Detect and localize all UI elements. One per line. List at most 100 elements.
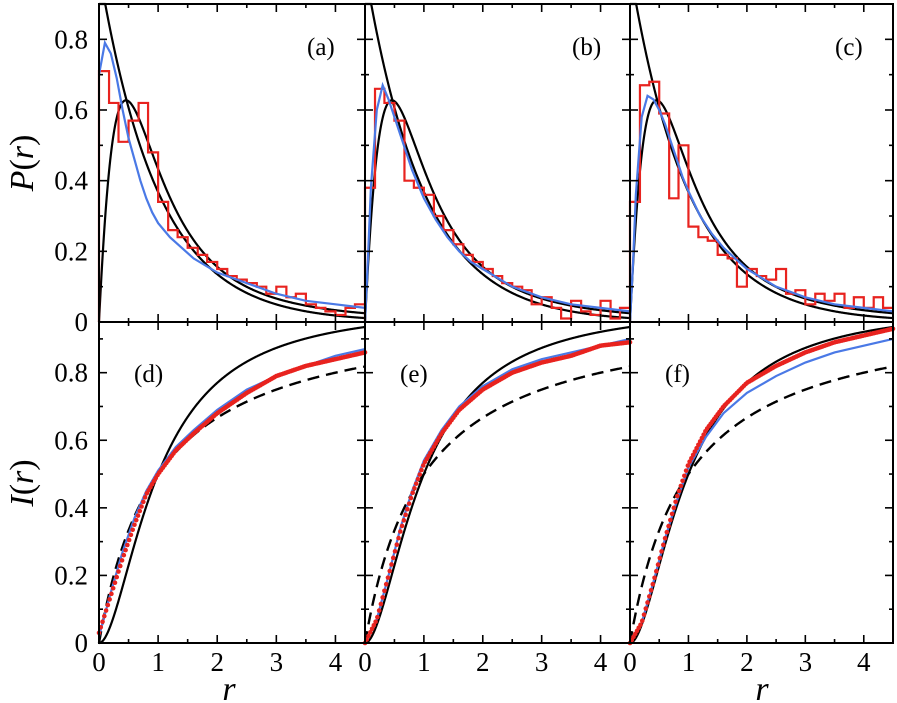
data-point [410, 490, 416, 496]
data-point [107, 597, 112, 602]
data-point [390, 555, 396, 561]
data-point [687, 459, 692, 464]
data-point [405, 506, 410, 512]
goe-integrated-curve [364, 325, 631, 645]
panel-b [363, 2, 631, 323]
y-axis-title: P(r) [4, 135, 41, 193]
integrated-red-points [627, 326, 896, 646]
x-tick-label: 3 [270, 647, 284, 677]
x-tick-label: 1 [151, 647, 165, 677]
data-point [375, 614, 380, 620]
integrated-red-points [362, 339, 633, 646]
y-axis-paren-close: ) [4, 459, 41, 470]
panel-c [628, 2, 894, 323]
x-tick-label: 2 [476, 647, 490, 677]
data-point [394, 542, 400, 547]
y-tick-label: 0.6 [54, 425, 88, 455]
data-point [671, 505, 677, 511]
integrated-blue-curve [97, 347, 366, 637]
y-tick-label: 0 [75, 307, 89, 337]
x-tick-label: 3 [799, 647, 813, 677]
data-point [421, 463, 426, 468]
x-tick-label: 2 [740, 647, 754, 677]
data-point [119, 558, 125, 563]
data-point [683, 468, 689, 473]
data-point [396, 535, 401, 541]
data-point [382, 588, 387, 594]
data-point [692, 449, 698, 454]
data-point [116, 569, 121, 574]
data-point [412, 485, 417, 491]
y-tick-label: 0.2 [54, 236, 88, 266]
data-point [694, 445, 699, 451]
histogram-blue [628, 94, 894, 323]
data-point [676, 488, 682, 494]
data-point [366, 633, 371, 639]
panel-label: (c) [835, 34, 863, 61]
data-point [680, 478, 685, 484]
poisson-curve [365, 2, 631, 320]
data-point [690, 452, 696, 458]
data-point [383, 581, 389, 587]
data-point [102, 613, 107, 619]
x-axis-title: r [755, 671, 769, 703]
data-point [701, 432, 706, 437]
y-axis-symbol: P [4, 171, 41, 193]
panel-f [627, 325, 896, 646]
data-point [376, 608, 382, 613]
data-point [139, 504, 144, 509]
data-point [112, 580, 118, 585]
data-point [668, 517, 673, 523]
histogram-blue [363, 81, 631, 323]
data-point [650, 581, 656, 587]
poisson-curve [630, 2, 894, 320]
x-tick-label: 0 [623, 647, 637, 677]
data-point [371, 622, 377, 628]
data-point [643, 606, 649, 611]
data-point [696, 442, 701, 448]
goe-integrated-curve [98, 325, 366, 645]
data-point [645, 600, 650, 605]
data-point [682, 473, 687, 479]
data-point [664, 529, 670, 535]
data-point [401, 518, 407, 523]
data-point [697, 439, 703, 444]
data-point [128, 532, 134, 538]
data-point [121, 552, 127, 558]
labels-layer: (a) (b) (c)(d) (e) (f)0 1 2 3 4 0 1 2 3 4 0 1 2 3 400.20.4… [4, 24, 871, 703]
data-point [403, 512, 408, 518]
data-point [369, 626, 375, 632]
data-point [406, 501, 412, 506]
data-point [661, 542, 666, 548]
panels-layer [96, 2, 896, 646]
data-point [137, 508, 143, 514]
x-tick-label: 4 [857, 647, 871, 677]
data-point [646, 594, 652, 599]
data-point [135, 513, 141, 518]
data-point [639, 618, 645, 623]
data-point [415, 476, 421, 482]
data-point [378, 601, 384, 607]
y-axis-symbol: I [4, 494, 41, 508]
data-point [641, 612, 647, 617]
data-point [103, 608, 109, 613]
y-tick-label: 0.8 [54, 24, 88, 54]
data-point [652, 575, 657, 581]
data-point [117, 563, 123, 569]
y-axis-title: I(r) [4, 459, 41, 507]
y-axis-paren-open: ( [4, 159, 41, 170]
y-tick-label: 0.8 [54, 358, 88, 388]
goe-curve [97, 99, 366, 323]
y-axis-variable: r [4, 470, 41, 484]
data-point [132, 522, 137, 528]
data-point [125, 542, 130, 548]
poisson-integrated-dashed [97, 365, 366, 644]
data-point [373, 619, 378, 625]
data-point [659, 549, 664, 554]
x-tick-label: 4 [329, 647, 343, 677]
data-point [141, 499, 146, 505]
data-point [657, 555, 663, 561]
data-point [389, 562, 394, 567]
panel-label: (d) [134, 361, 163, 388]
